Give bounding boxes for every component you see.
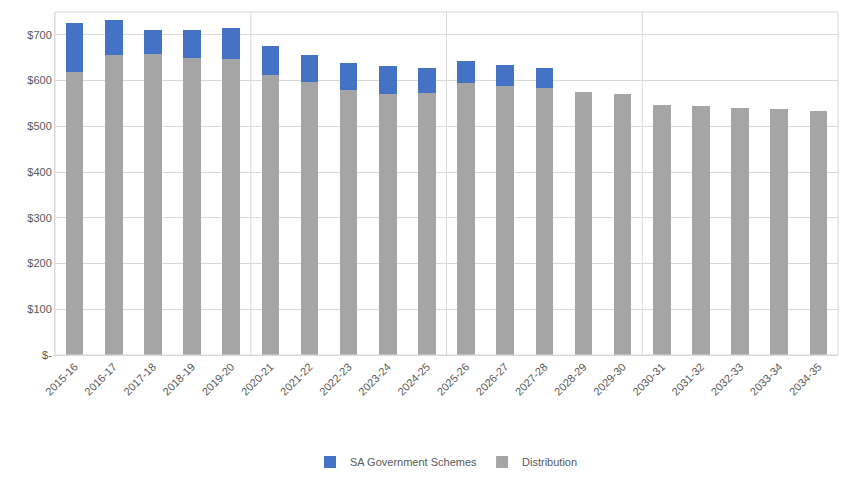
- svg-text:2020-21: 2020-21: [239, 361, 276, 398]
- svg-text:2025-26: 2025-26: [434, 361, 471, 398]
- svg-text:$400: $400: [27, 166, 51, 178]
- svg-text:$600: $600: [27, 74, 51, 86]
- svg-text:2015-16: 2015-16: [43, 361, 80, 398]
- svg-text:Distribution: Distribution: [522, 456, 577, 468]
- svg-text:2017-18: 2017-18: [121, 361, 158, 398]
- svg-text:$700: $700: [27, 29, 51, 41]
- svg-text:SA Government Schemes: SA Government Schemes: [350, 456, 477, 468]
- svg-text:2023-24: 2023-24: [356, 361, 393, 398]
- svg-text:2026-27: 2026-27: [473, 361, 510, 398]
- svg-text:2032-33: 2032-33: [708, 361, 745, 398]
- svg-text:2033-34: 2033-34: [748, 361, 785, 398]
- svg-text:2030-31: 2030-31: [630, 361, 667, 398]
- svg-text:2022-23: 2022-23: [317, 361, 354, 398]
- svg-text:$200: $200: [27, 257, 51, 269]
- svg-text:2031-32: 2031-32: [669, 361, 706, 398]
- svg-text:2029-30: 2029-30: [591, 361, 628, 398]
- svg-text:2034-35: 2034-35: [787, 361, 824, 398]
- svg-text:2024-25: 2024-25: [395, 361, 432, 398]
- svg-text:2018-19: 2018-19: [160, 361, 197, 398]
- svg-text:2027-28: 2027-28: [513, 361, 550, 398]
- svg-text:2021-22: 2021-22: [278, 361, 315, 398]
- svg-text:2028-29: 2028-29: [552, 361, 589, 398]
- svg-text:$100: $100: [27, 303, 51, 315]
- svg-text:2019-20: 2019-20: [199, 361, 236, 398]
- svg-text:2016-17: 2016-17: [82, 361, 119, 398]
- svg-text:$-: $-: [42, 349, 52, 361]
- svg-text:$300: $300: [27, 212, 51, 224]
- svg-text:$500: $500: [27, 120, 51, 132]
